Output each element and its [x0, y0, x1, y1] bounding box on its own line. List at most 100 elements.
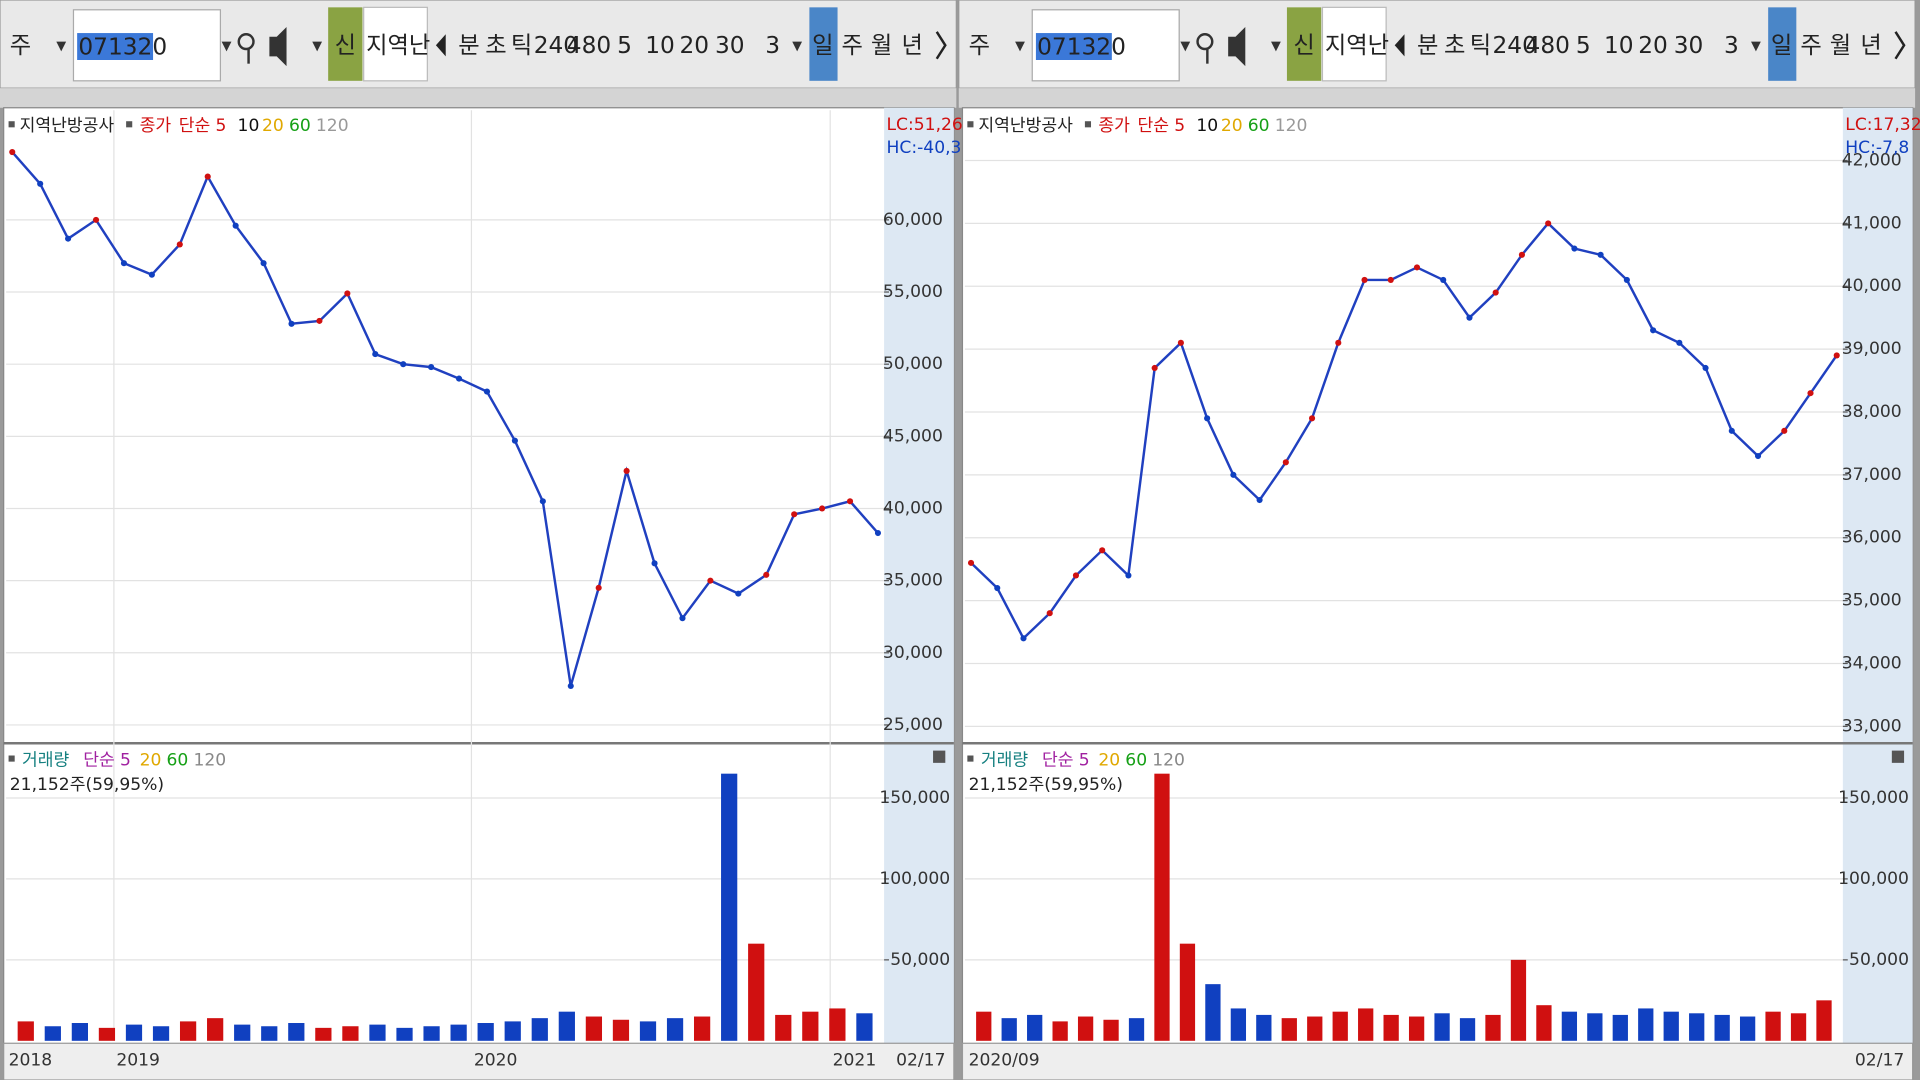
new-label[interactable]: 신 — [335, 32, 356, 59]
legend-ma: 60 — [289, 116, 311, 136]
volume-legend-name: 거래량 — [22, 750, 70, 770]
prev-arrow[interactable] — [1394, 34, 1405, 57]
period-button[interactable]: 30 — [715, 32, 745, 59]
close-point — [1650, 327, 1657, 334]
volume-bar — [1332, 1011, 1348, 1041]
unit-button[interactable]: 년 — [1860, 32, 1881, 59]
close-icon[interactable] — [933, 750, 946, 763]
period-button[interactable]: 240 — [534, 32, 578, 59]
legend-square — [126, 121, 133, 128]
volume-bar — [1638, 1008, 1654, 1041]
unit-button[interactable]: 일 — [1771, 32, 1792, 59]
new-button[interactable] — [1286, 7, 1322, 81]
period-button[interactable]: 480 — [567, 32, 611, 59]
count-select[interactable]: 3 — [1724, 32, 1739, 59]
dropdown-arrow[interactable] — [221, 41, 232, 52]
x-tick-label: 2018 — [9, 1050, 53, 1070]
legend-square — [1084, 121, 1092, 128]
period-button[interactable]: 10 — [645, 32, 675, 59]
count-select[interactable]: 3 — [765, 32, 780, 59]
stock-name: 지역난 — [1325, 32, 1389, 59]
volume-bar — [369, 1024, 386, 1041]
volume-bar — [504, 1021, 521, 1041]
next-arrow[interactable] — [935, 31, 947, 60]
code-text[interactable]: 071320 — [78, 33, 167, 60]
volume-legend-name: 거래량 — [981, 750, 1029, 770]
new-label[interactable]: 신 — [1293, 32, 1314, 59]
period-button[interactable]: 분 — [1417, 32, 1438, 59]
period-button[interactable]: 10 — [1604, 32, 1634, 59]
period-button[interactable]: 480 — [1526, 32, 1570, 59]
next-arrow[interactable] — [1894, 31, 1906, 60]
dropdown-arrow[interactable] — [1751, 41, 1761, 52]
price-axis-area — [884, 107, 954, 1044]
period-button[interactable]: 분 — [458, 32, 479, 59]
code-text[interactable]: 071320 — [1037, 33, 1126, 60]
close-point — [567, 682, 574, 690]
unit-button[interactable]: 일 — [812, 32, 833, 59]
volume-bar — [1612, 1014, 1628, 1041]
close-point — [1518, 251, 1525, 258]
unit-button[interactable]: 주 — [842, 32, 863, 59]
volume-legend-ma: 20 — [1098, 750, 1120, 770]
close-point — [1807, 390, 1814, 397]
y-tick-label: 39,000 — [1842, 339, 1902, 359]
period-button[interactable]: 20 — [1638, 32, 1668, 59]
y-tick-label: 45,000 — [883, 426, 943, 446]
period-button[interactable]: 5 — [1576, 32, 1591, 59]
volume-bar — [1154, 773, 1170, 1041]
legend-square — [8, 121, 15, 128]
market-select[interactable]: 주 — [969, 32, 990, 59]
code-highlight — [1035, 33, 1112, 60]
close-point — [967, 559, 975, 566]
volume-legend-ma: 120 — [1152, 750, 1185, 770]
volume-bar — [666, 1018, 684, 1041]
close-point — [763, 571, 770, 578]
x-tick-label: 2021 — [833, 1050, 877, 1070]
unit-button[interactable]: 년 — [902, 32, 923, 59]
period-button[interactable]: 초 — [1444, 32, 1465, 59]
dropdown-arrow[interactable] — [1271, 41, 1281, 52]
dropdown-arrow[interactable] — [792, 41, 803, 52]
y-tick-label: 40,000 — [883, 498, 943, 518]
close-point — [428, 364, 435, 371]
volume-bar — [17, 1021, 34, 1041]
period-button[interactable]: 초 — [485, 32, 506, 59]
volume-bar — [639, 1021, 657, 1041]
period-button[interactable]: 틱 — [1470, 32, 1491, 59]
period-button[interactable]: 20 — [679, 32, 709, 59]
prev-arrow[interactable] — [435, 34, 446, 57]
close-point — [9, 148, 16, 156]
dropdown-arrow[interactable] — [1015, 41, 1025, 52]
speaker-icon[interactable] — [269, 26, 287, 67]
search-icon[interactable] — [1196, 33, 1214, 51]
volume-legend-ma: 5 — [1079, 750, 1090, 770]
unit-button[interactable]: 월 — [1830, 32, 1851, 59]
period-button[interactable]: 틱 — [511, 32, 532, 59]
close-point — [288, 320, 295, 327]
x-axis-area — [961, 1042, 1914, 1080]
unit-button[interactable]: 월 — [871, 32, 892, 59]
period-button[interactable]: 240 — [1492, 32, 1536, 59]
close-point — [819, 505, 826, 512]
price-axis-area — [1842, 107, 1913, 1044]
period-button[interactable]: 30 — [1674, 32, 1704, 59]
volume-info: 21,152주(59,95%) — [10, 775, 164, 795]
volume-bar — [612, 1019, 630, 1041]
speaker-icon[interactable] — [1228, 26, 1246, 67]
dropdown-arrow[interactable] — [56, 41, 67, 52]
dropdown-arrow[interactable] — [1180, 41, 1191, 52]
close-point — [1125, 572, 1132, 579]
volume-bar — [1561, 1011, 1578, 1041]
dropdown-arrow[interactable] — [312, 41, 323, 52]
market-select[interactable]: 주 — [10, 32, 31, 59]
unit-button[interactable]: 주 — [1800, 32, 1821, 59]
period-button[interactable]: 5 — [617, 32, 632, 59]
new-button[interactable] — [328, 7, 363, 81]
y-tick-label: 50,000 — [883, 354, 943, 374]
close-point — [176, 241, 183, 248]
search-icon[interactable] — [237, 33, 255, 51]
close-icon[interactable] — [1891, 750, 1905, 763]
close-point — [232, 222, 239, 229]
volume-bar — [721, 773, 738, 1041]
